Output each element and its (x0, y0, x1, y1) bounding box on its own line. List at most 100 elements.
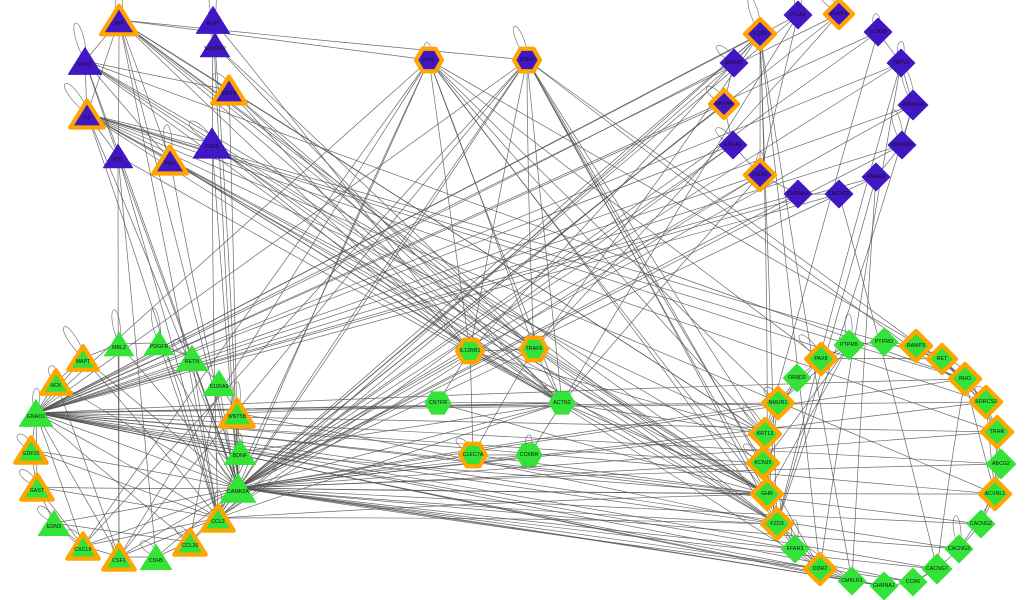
edge (82, 517, 219, 547)
graph-node-irs1[interactable]: IRS1 (408, 39, 450, 81)
edge (561, 402, 766, 435)
edge (118, 59, 528, 558)
triangle-glyph (218, 397, 256, 429)
graph-node-epha4[interactable]: EPHA4 (702, 82, 746, 126)
edge (533, 13, 840, 350)
edge (118, 59, 430, 558)
edge (158, 342, 219, 519)
triangle-glyph (202, 369, 236, 397)
edge (759, 33, 821, 570)
triangle-glyph (199, 32, 231, 58)
edge (851, 176, 877, 582)
diamond-glyph (968, 384, 1004, 420)
edge (428, 59, 766, 435)
edge (214, 44, 563, 404)
graph-node-klrf1[interactable]: KLRF1 (817, 0, 861, 36)
edge (35, 412, 998, 433)
edge (237, 59, 528, 489)
edge (437, 402, 768, 495)
edge (237, 402, 563, 489)
triangle-glyph (68, 98, 106, 130)
edge (526, 59, 563, 404)
graph-node-s100a12[interactable]: S100A12 (193, 23, 237, 67)
edge (35, 402, 563, 414)
edge (35, 31, 879, 414)
edge (30, 449, 219, 519)
edge (35, 176, 877, 414)
edge (472, 454, 768, 495)
graph-node-amhr2[interactable]: AMHR2 (854, 155, 898, 199)
graph-node-il2[interactable]: IL2 (63, 90, 111, 138)
edge (35, 104, 914, 414)
triangle-glyph (172, 527, 208, 557)
self-loop-edge (747, 0, 763, 35)
graph-node-cntfr[interactable]: CNTFR (417, 382, 459, 424)
edge (228, 89, 471, 352)
edge (35, 412, 239, 489)
graph-node-cckbr[interactable]: CCKBR (508, 434, 550, 476)
edge (217, 402, 563, 519)
edge (35, 412, 84, 547)
diamond-glyph (985, 448, 1017, 480)
edge (191, 357, 239, 489)
edge (237, 62, 902, 489)
edge (526, 59, 535, 350)
triangle-glyph (200, 503, 236, 533)
edge (35, 144, 903, 414)
graph-node-muc1[interactable]: MUC1 (61, 37, 109, 85)
graph-node-fn1[interactable]: FN1 (96, 134, 140, 178)
edge (239, 451, 768, 495)
edge (526, 59, 778, 525)
triangle-glyph (37, 509, 71, 537)
diamond-glyph (887, 130, 917, 160)
edge (35, 144, 734, 414)
diamond-glyph (803, 341, 839, 377)
edge (759, 14, 799, 176)
edge (212, 19, 471, 352)
graph-node-traf6[interactable]: TRAF6 (513, 328, 555, 370)
edge (759, 33, 778, 525)
graph-node-esr2[interactable]: ESR2 (506, 39, 548, 81)
edge (82, 59, 528, 547)
edge (117, 155, 157, 558)
edge (228, 89, 563, 404)
diamond-glyph (897, 89, 929, 121)
graph-node-ccl26[interactable]: CCL26 (167, 519, 213, 565)
graph-node-fgf6[interactable]: FGF6 (186, 117, 238, 169)
graph-node-ccr6[interactable]: CCR6 (891, 560, 935, 600)
diamond-glyph (898, 328, 934, 364)
edge (237, 193, 799, 489)
edge (237, 487, 982, 525)
self-loop-edge (208, 0, 217, 21)
graph-node-clec7a[interactable]: CLEC7A (452, 434, 494, 476)
edge (214, 44, 535, 350)
edge (86, 113, 471, 352)
edge (762, 344, 850, 464)
graph-node-trpv2[interactable]: TRPV2 (879, 41, 923, 85)
graph-node-mrtn[interactable]: MRTN (205, 66, 253, 114)
edge (819, 62, 902, 570)
graph-node-il12rb1[interactable]: IL12RB1 (449, 330, 491, 372)
edge (561, 402, 778, 525)
diamond-glyph (749, 476, 785, 512)
graph-node-adra1a[interactable]: ADRA1A (890, 82, 936, 128)
edge (117, 155, 563, 404)
edge (35, 412, 996, 495)
graph-node-chrna4[interactable]: CHRNA4 (776, 172, 820, 216)
diamond-glyph (921, 553, 953, 585)
diamond-glyph (886, 48, 916, 78)
graph-node-itga8[interactable]: ITGA8 (776, 0, 820, 37)
edge (118, 19, 563, 404)
graph-node-mbl2[interactable]: MBL2 (97, 322, 141, 366)
edge (35, 412, 982, 525)
triangle-glyph (175, 344, 209, 372)
graph-node-actn2[interactable]: ACTN2 (541, 382, 583, 424)
edge (237, 487, 996, 495)
graph-node-epha5[interactable]: EPHA5 (712, 41, 756, 85)
triangle-glyph (99, 3, 139, 37)
edge (236, 412, 778, 525)
hexagon-glyph (424, 391, 452, 415)
edge (228, 89, 766, 435)
